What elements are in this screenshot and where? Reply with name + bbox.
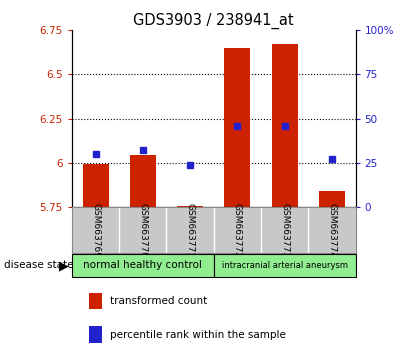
Text: GSM663773: GSM663773 <box>280 202 289 258</box>
Text: ▶: ▶ <box>59 259 69 272</box>
Text: transformed count: transformed count <box>110 296 208 306</box>
Title: GDS3903 / 238941_at: GDS3903 / 238941_at <box>134 12 294 29</box>
Text: percentile rank within the sample: percentile rank within the sample <box>110 330 286 340</box>
FancyBboxPatch shape <box>72 253 214 278</box>
Bar <box>89 326 102 343</box>
Bar <box>272 44 298 207</box>
Bar <box>89 293 102 309</box>
Bar <box>130 155 156 207</box>
Text: disease state: disease state <box>4 261 74 270</box>
Bar <box>83 164 109 207</box>
Bar <box>319 191 345 207</box>
Text: GSM663769: GSM663769 <box>91 202 100 258</box>
Text: GSM663772: GSM663772 <box>233 202 242 258</box>
Bar <box>177 206 203 207</box>
Text: GSM663770: GSM663770 <box>139 202 147 258</box>
Bar <box>224 48 250 207</box>
Text: GSM663771: GSM663771 <box>186 202 194 258</box>
Text: intracranial arterial aneurysm: intracranial arterial aneurysm <box>222 261 348 270</box>
Text: normal healthy control: normal healthy control <box>83 261 202 270</box>
Text: GSM663774: GSM663774 <box>328 202 336 258</box>
FancyBboxPatch shape <box>214 253 356 278</box>
